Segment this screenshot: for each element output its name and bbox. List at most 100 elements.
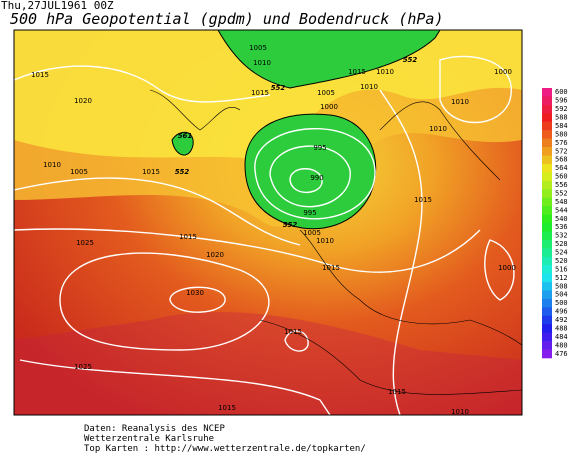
- legend-swatch: [542, 341, 552, 350]
- pressure-label: 1005: [303, 229, 321, 237]
- pressure-label: 1010: [316, 237, 334, 245]
- legend-swatch: [542, 307, 552, 317]
- low-small: [171, 131, 194, 156]
- legend-label: 540: [555, 215, 568, 223]
- legend-label: 524: [555, 249, 568, 257]
- legend-label: 588: [555, 114, 568, 122]
- isobars: [14, 55, 515, 415]
- low-north: [217, 30, 441, 89]
- legend-swatch: [542, 121, 552, 131]
- legend-label: 552: [555, 189, 568, 197]
- pressure-label: 1005: [249, 44, 267, 52]
- legend-label: 476: [555, 350, 568, 358]
- legend-swatch: [542, 290, 552, 300]
- legend-label: 556: [555, 181, 568, 189]
- pressure-label: 1015: [322, 264, 340, 272]
- legend-label: 496: [555, 308, 568, 316]
- pressure-label: 1015: [142, 168, 160, 176]
- legend-swatch: [542, 214, 552, 224]
- pressure-label: 1030: [186, 289, 204, 297]
- pressure-label: 1010: [253, 59, 271, 67]
- legend-label: 500: [555, 299, 568, 307]
- hot-area: [14, 311, 522, 415]
- legend-swatch: [542, 138, 552, 148]
- legend-label: 584: [555, 122, 568, 130]
- pressure-label: 1025: [76, 239, 94, 247]
- pressure-label: 1025: [74, 363, 92, 371]
- height-label: 552: [283, 221, 298, 229]
- height-label: 552: [271, 84, 286, 92]
- legend-label: 548: [555, 198, 568, 206]
- legend-label: 532: [555, 232, 568, 240]
- legend-swatch: [542, 163, 552, 173]
- legend-swatch: [542, 130, 552, 139]
- legend-swatch: [542, 172, 552, 182]
- legend-label: 560: [555, 173, 568, 181]
- height-label: 561: [178, 132, 193, 140]
- pressure-label: 990: [310, 174, 323, 182]
- legend-label: 564: [555, 164, 568, 172]
- legend-swatch: [542, 155, 552, 165]
- legend-label: 596: [555, 97, 568, 105]
- pressure-label: 1005: [317, 89, 335, 97]
- legend-label: 480: [555, 341, 568, 349]
- legend-swatch: [542, 324, 552, 333]
- legend-swatch: [542, 248, 552, 258]
- legend-swatch: [542, 256, 552, 266]
- legend-label: 580: [555, 130, 568, 138]
- legend-swatch: [542, 298, 552, 308]
- pressure-label: 1000: [498, 264, 516, 272]
- legend-label: 528: [555, 240, 568, 248]
- legend-swatch: [542, 197, 552, 207]
- legend-swatch: [542, 147, 552, 156]
- legend-label: 512: [555, 274, 568, 282]
- pressure-label: 1000: [494, 68, 512, 76]
- legend-label: 536: [555, 223, 568, 231]
- legend-label: 592: [555, 105, 568, 113]
- legend-swatch: [542, 88, 552, 97]
- legend-swatch: [542, 332, 552, 342]
- legend-label: 520: [555, 257, 568, 265]
- pressure-label: 1015: [348, 68, 366, 76]
- pressure-label: 1015: [284, 328, 302, 336]
- footer-line: Wetterzentrale Karlsruhe: [84, 434, 214, 444]
- legend-swatch: [542, 96, 552, 106]
- pressure-label: 1015: [218, 404, 236, 412]
- legend-swatch: [542, 206, 552, 215]
- height-label: 552: [403, 56, 418, 64]
- footer-line: Daten: Reanalysis des NCEP: [84, 424, 225, 434]
- legend-label: 568: [555, 156, 568, 164]
- legend-swatch: [542, 180, 552, 190]
- pressure-label: 1015: [251, 89, 269, 97]
- pressure-label: 995: [303, 209, 316, 217]
- pressure-label: 1010: [451, 98, 469, 106]
- date: Thu,27JUL1961 00Z: [1, 0, 114, 12]
- pressure-label: 1020: [74, 97, 92, 105]
- legend-label: 516: [555, 265, 568, 273]
- legend-label: 488: [555, 324, 568, 332]
- coastlines: [149, 89, 522, 395]
- legend-swatch: [542, 231, 552, 241]
- legend-swatch: [542, 315, 552, 325]
- pressure-label: 1015: [414, 196, 432, 204]
- pressure-label: 1010: [451, 408, 469, 416]
- pressure-label: 1010: [376, 68, 394, 76]
- legend-label: 492: [555, 316, 568, 324]
- legend-swatch: [542, 104, 552, 114]
- legend-swatch: [542, 239, 552, 249]
- legend-label: 508: [555, 282, 568, 290]
- pressure-label: 995: [313, 144, 326, 152]
- legend-swatch: [542, 265, 552, 274]
- legend-label: 576: [555, 139, 568, 147]
- legend-label: 544: [555, 206, 568, 214]
- pressure-label: 1010: [429, 125, 447, 133]
- pressure-label: 1015: [388, 388, 406, 396]
- legend-swatch: [542, 349, 552, 359]
- legend-swatch: [542, 113, 552, 123]
- legend-label: 504: [555, 291, 568, 299]
- legend-swatch: [542, 282, 552, 291]
- legend-swatch: [542, 273, 552, 283]
